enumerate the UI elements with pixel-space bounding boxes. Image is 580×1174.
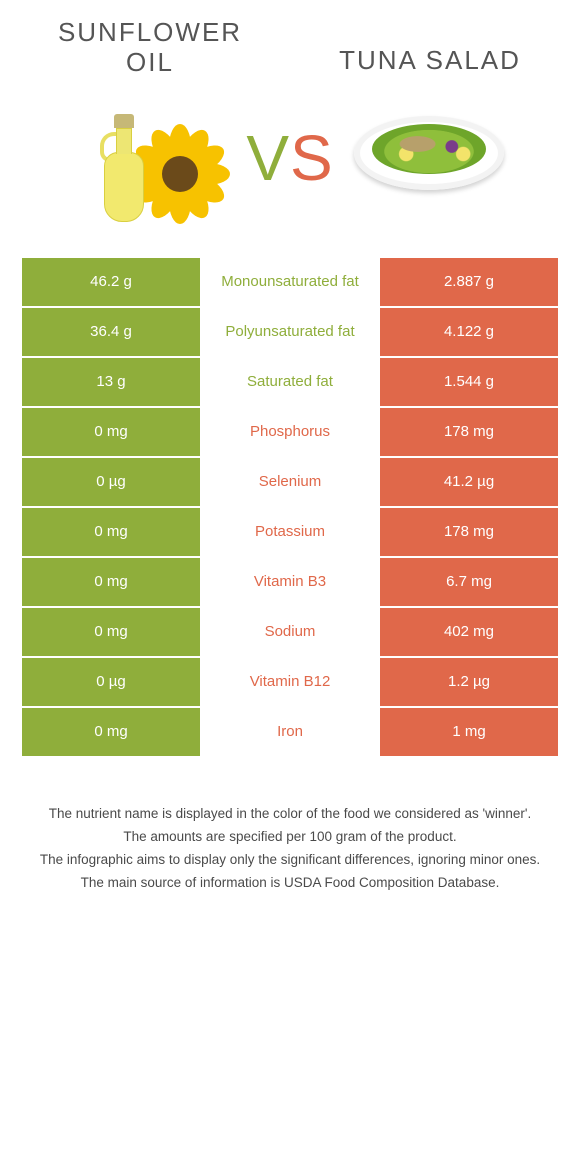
- left-value: 0 mg: [22, 508, 200, 556]
- vs-v: V: [246, 122, 290, 194]
- oil-bottle-icon: [98, 102, 150, 222]
- nutrient-label: Monounsaturated fat: [200, 258, 380, 306]
- tuna-salad-image: [354, 88, 504, 228]
- right-value: 402 mg: [380, 608, 558, 656]
- right-value: 1.2 µg: [380, 658, 558, 706]
- comparison-table: 46.2 gMonounsaturated fat2.887 g36.4 gPo…: [0, 256, 580, 756]
- table-row: 0 mgIron1 mg: [22, 706, 558, 756]
- vs-s: S: [290, 122, 334, 194]
- vs-label: VS: [246, 121, 333, 195]
- hero-row: VS: [0, 88, 580, 228]
- nutrient-label: Vitamin B12: [200, 658, 380, 706]
- right-value: 1 mg: [380, 708, 558, 756]
- left-value: 0 µg: [22, 658, 200, 706]
- right-value: 6.7 mg: [380, 558, 558, 606]
- nutrient-label: Potassium: [200, 508, 380, 556]
- page: Sunflower oil Tuna salad: [0, 0, 580, 925]
- title-left: Sunflower oil: [40, 18, 260, 78]
- titles-row: Sunflower oil Tuna salad: [0, 0, 580, 78]
- table-row: 0 mgVitamin B36.7 mg: [22, 556, 558, 606]
- left-value: 36.4 g: [22, 308, 200, 356]
- table-row: 0 mgSodium402 mg: [22, 606, 558, 656]
- left-value: 46.2 g: [22, 258, 200, 306]
- footnote-line: The main source of information is USDA F…: [34, 873, 546, 894]
- right-value: 41.2 µg: [380, 458, 558, 506]
- left-value: 13 g: [22, 358, 200, 406]
- footnotes: The nutrient name is displayed in the co…: [0, 756, 580, 894]
- nutrient-label: Selenium: [200, 458, 380, 506]
- left-value: 0 mg: [22, 708, 200, 756]
- table-row: 0 mgPotassium178 mg: [22, 506, 558, 556]
- right-value: 178 mg: [380, 508, 558, 556]
- footnote-line: The infographic aims to display only the…: [34, 850, 546, 871]
- left-value: 0 mg: [22, 608, 200, 656]
- nutrient-label: Vitamin B3: [200, 558, 380, 606]
- right-value: 178 mg: [380, 408, 558, 456]
- table-row: 36.4 gPolyunsaturated fat4.122 g: [22, 306, 558, 356]
- nutrient-label: Saturated fat: [200, 358, 380, 406]
- right-value: 2.887 g: [380, 258, 558, 306]
- table-row: 0 mgPhosphorus178 mg: [22, 406, 558, 456]
- left-value: 0 mg: [22, 408, 200, 456]
- right-value: 1.544 g: [380, 358, 558, 406]
- nutrient-label: Phosphorus: [200, 408, 380, 456]
- salad-icon: [372, 124, 486, 174]
- right-value: 4.122 g: [380, 308, 558, 356]
- table-row: 46.2 gMonounsaturated fat2.887 g: [22, 256, 558, 306]
- nutrient-label: Sodium: [200, 608, 380, 656]
- table-row: 13 gSaturated fat1.544 g: [22, 356, 558, 406]
- sunflower-oil-image: [76, 88, 226, 228]
- table-row: 0 µgVitamin B121.2 µg: [22, 656, 558, 706]
- title-right: Tuna salad: [320, 46, 540, 78]
- left-value: 0 µg: [22, 458, 200, 506]
- footnote-line: The amounts are specified per 100 gram o…: [34, 827, 546, 848]
- nutrient-label: Iron: [200, 708, 380, 756]
- table-row: 0 µgSelenium41.2 µg: [22, 456, 558, 506]
- left-value: 0 mg: [22, 558, 200, 606]
- footnote-line: The nutrient name is displayed in the co…: [34, 804, 546, 825]
- nutrient-label: Polyunsaturated fat: [200, 308, 380, 356]
